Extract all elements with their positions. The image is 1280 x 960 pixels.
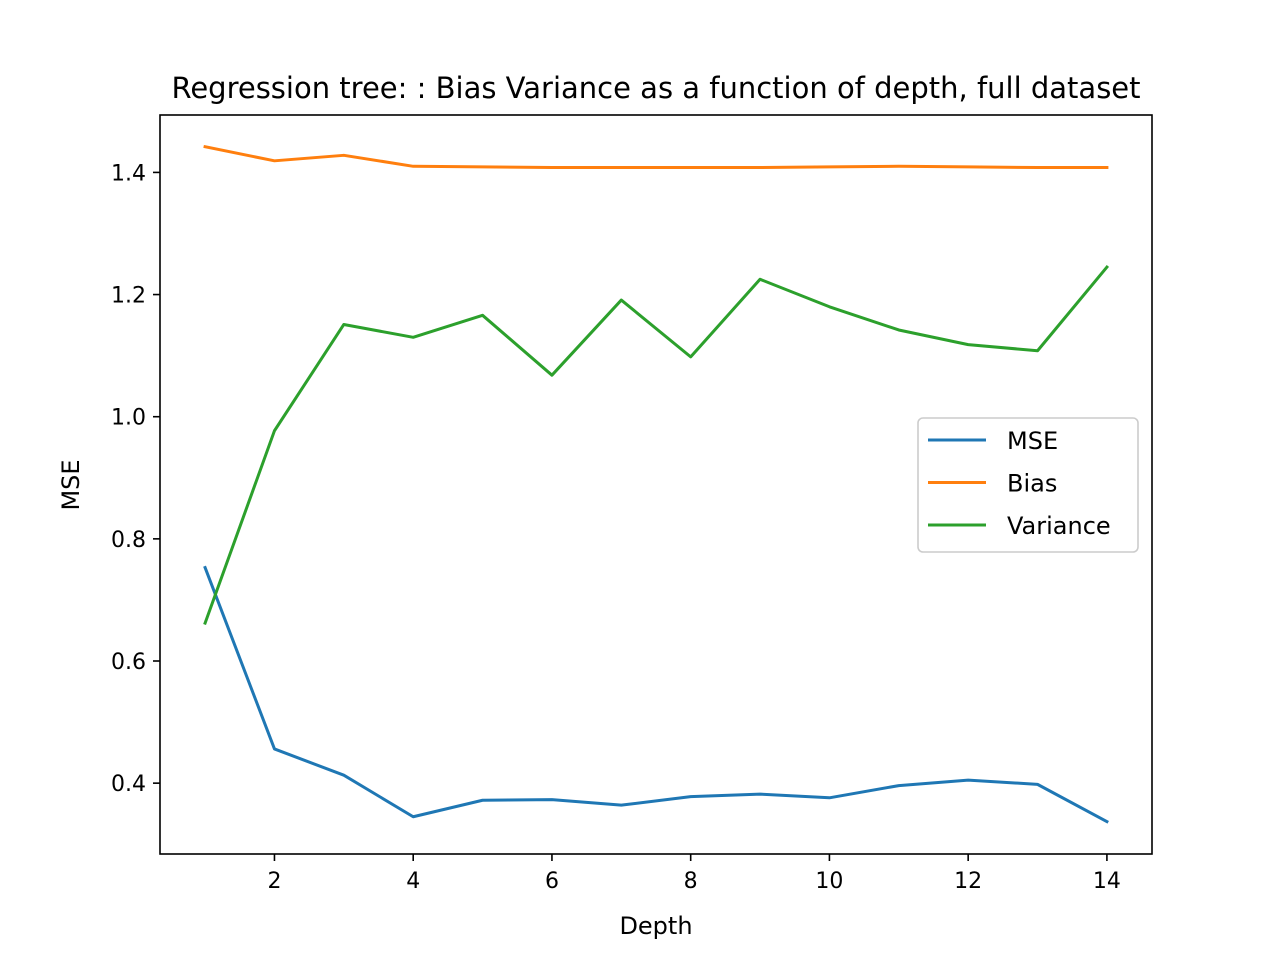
- legend-label-variance: Variance: [1007, 512, 1111, 540]
- y-tick-label: 1.4: [111, 161, 146, 186]
- legend-label-bias: Bias: [1007, 470, 1057, 498]
- y-tick-label: 1.0: [111, 406, 146, 431]
- y-axis-label: MSE: [57, 459, 85, 510]
- y-tick-label: 1.2: [111, 284, 146, 309]
- legend-label-mse: MSE: [1007, 427, 1058, 455]
- axes-frame: [159, 114, 1153, 855]
- series-line-mse: [203, 565, 1109, 824]
- x-tick-label: 8: [684, 869, 698, 894]
- series-line-variance: [203, 264, 1110, 626]
- x-tick-label: 4: [406, 869, 420, 894]
- legend-box: [917, 417, 1139, 553]
- x-tick-label: 10: [815, 869, 843, 894]
- legend: MSE Bias Variance: [917, 417, 1139, 553]
- x-axis-label: Depth: [619, 912, 692, 940]
- plot-area: 2 4 6 8 10 12 14 0.4 0.6 0.8 1.0 1.2 1.4: [111, 114, 1153, 894]
- chart-title: Regression tree: : Bias Variance as a fu…: [171, 71, 1140, 105]
- y-tick-label: 0.8: [111, 528, 146, 553]
- x-tick-label: 6: [545, 869, 559, 894]
- x-tick-label: 14: [1093, 869, 1121, 894]
- x-tick-label: 12: [954, 869, 982, 894]
- y-tick-label: 0.6: [111, 650, 146, 675]
- series-line-bias: [203, 144, 1109, 170]
- y-tick-label: 0.4: [111, 772, 146, 797]
- x-tick-label: 2: [267, 869, 281, 894]
